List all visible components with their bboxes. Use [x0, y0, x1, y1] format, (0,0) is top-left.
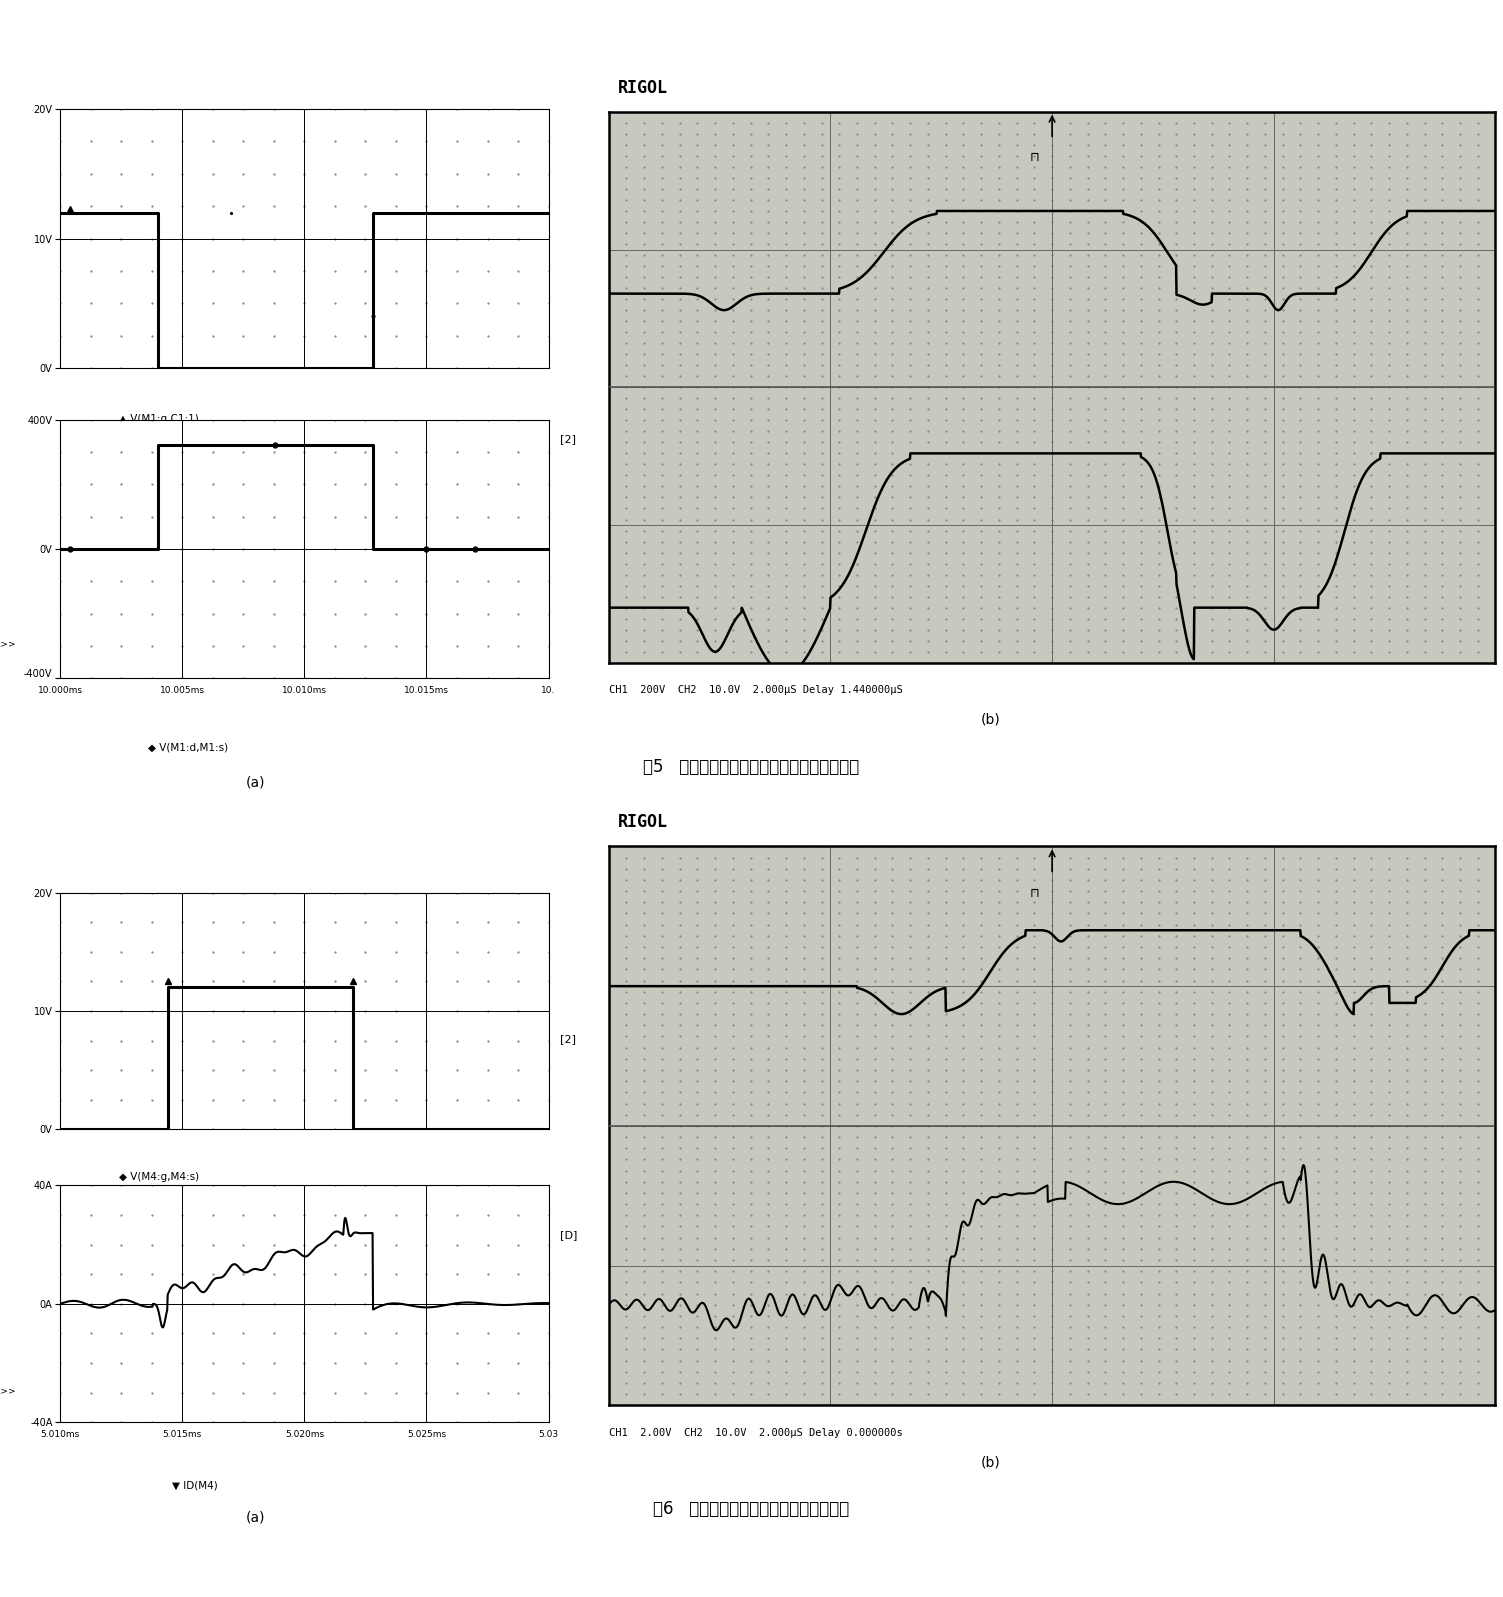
Text: RIGOL: RIGOL [618, 78, 667, 96]
Text: (b): (b) [981, 1456, 1001, 1469]
Text: ◆ V(M1:d,M1:s): ◆ V(M1:d,M1:s) [147, 743, 228, 752]
Text: ⊓: ⊓ [1030, 152, 1040, 164]
Text: ▼ ID(M4): ▼ ID(M4) [173, 1480, 218, 1490]
Text: CH1  2.00V  CH2  10.0V  2.000μS Delay 0.000000s: CH1 2.00V CH2 10.0V 2.000μS Delay 0.0000… [609, 1428, 902, 1439]
Text: ◆ V(M4:g,M4:s): ◆ V(M4:g,M4:s) [119, 1172, 198, 1182]
Text: (b): (b) [981, 712, 1001, 727]
Text: SEL>>: SEL>> [0, 1386, 17, 1396]
Text: SEL>>: SEL>> [0, 640, 17, 650]
Text: [2]: [2] [561, 1033, 576, 1044]
Text: (a): (a) [246, 1511, 265, 1525]
Text: 图5   超前桥臂开关管驱动电压与管压降波形图: 图5 超前桥臂开关管驱动电压与管压降波形图 [643, 757, 860, 776]
Text: (a): (a) [246, 776, 265, 791]
Text: ⊓: ⊓ [1030, 886, 1040, 899]
Text: 图6   滞后桥臂开关管驱动电压与电流波形: 图6 滞后桥臂开关管驱动电压与电流波形 [654, 1500, 849, 1519]
Text: RIGOL: RIGOL [618, 813, 667, 830]
Text: [2]: [2] [561, 434, 576, 444]
Text: CH1  200V  CH2  10.0V  2.000μS Delay 1.440000μS: CH1 200V CH2 10.0V 2.000μS Delay 1.44000… [609, 685, 902, 695]
Text: ▲ V(M1:g,C1:1): ▲ V(M1:g,C1:1) [119, 415, 198, 425]
Text: [D]: [D] [561, 1230, 577, 1239]
